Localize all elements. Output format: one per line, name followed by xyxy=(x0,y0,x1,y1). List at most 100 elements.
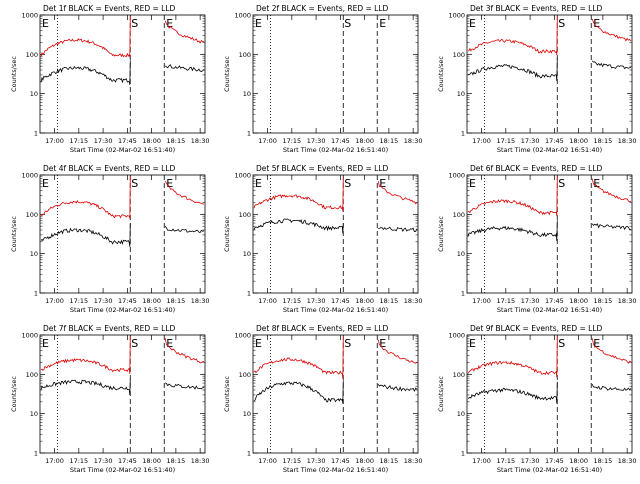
x-tick-label: 17:15 xyxy=(282,297,301,305)
plot-frame xyxy=(466,334,633,454)
y-axis-label: Counts/sec xyxy=(437,376,445,412)
plot-frame xyxy=(466,14,633,134)
x-tick-label: 17:30 xyxy=(521,457,540,465)
marker-label-s: S xyxy=(344,337,351,350)
lld-series-line xyxy=(467,15,632,56)
x-tick-label: 17:15 xyxy=(496,457,515,465)
y-tick-label: 10 xyxy=(30,410,38,418)
y-tick-label: 100 xyxy=(26,51,38,59)
x-tick-label: 17:00 xyxy=(258,297,277,305)
x-tick-label: 17:00 xyxy=(472,137,491,145)
marker-label-s: S xyxy=(131,337,138,350)
x-tick-label: 17:15 xyxy=(69,137,88,145)
plot-frame xyxy=(252,174,419,294)
panel-title: Det 6f BLACK = Events, RED = LLD xyxy=(470,164,603,173)
x-tick-label: 17:00 xyxy=(472,457,491,465)
x-tick-label: 17:30 xyxy=(521,297,540,305)
y-tick-label: 1000 xyxy=(21,12,38,20)
x-axis-label: Start Time (02-Mar-02 16:51:40) xyxy=(283,146,388,154)
plot-frame xyxy=(39,174,206,294)
y-tick-label: 10 xyxy=(457,90,465,98)
marker-label-e-start: E xyxy=(469,177,476,190)
marker-label-e-start: E xyxy=(255,177,262,190)
y-tick-label: 10 xyxy=(457,250,465,258)
x-tick-label: 18:00 xyxy=(569,297,588,305)
x-tick-label: 18:15 xyxy=(380,457,399,465)
marker-label-s: S xyxy=(131,177,138,190)
y-axis-label: Counts/sec xyxy=(10,56,18,92)
y-axis-label: Counts/sec xyxy=(10,376,18,412)
events-series-line xyxy=(467,58,632,82)
x-tick-label: 17:45 xyxy=(545,297,564,305)
x-tick-label: 18:15 xyxy=(167,457,186,465)
panel-title: Det 7f BLACK = Events, RED = LLD xyxy=(43,324,176,333)
x-tick-label: 17:00 xyxy=(258,457,277,465)
plot-frame xyxy=(252,334,419,454)
x-tick-label: 18:30 xyxy=(191,137,210,145)
y-tick-label: 100 xyxy=(26,371,38,379)
y-tick-label: 10 xyxy=(243,250,251,258)
marker-label-s: S xyxy=(344,177,351,190)
x-tick-label: 17:30 xyxy=(307,297,326,305)
marker-label-e-start: E xyxy=(42,177,49,190)
x-tick-label: 17:45 xyxy=(331,137,350,145)
lld-series-line xyxy=(467,175,632,217)
plot-frame xyxy=(39,334,206,454)
marker-label-e-start: E xyxy=(469,17,476,30)
events-series-line xyxy=(40,60,205,85)
x-tick-label: 17:45 xyxy=(545,457,564,465)
y-tick-label: 1 xyxy=(34,450,38,458)
marker-label-e: E xyxy=(593,177,600,190)
y-tick-label: 100 xyxy=(453,371,465,379)
y-axis-label: Counts/sec xyxy=(223,56,231,92)
lld-series-line xyxy=(40,335,205,375)
marker-label-e: E xyxy=(379,17,386,30)
lld-series-line xyxy=(253,177,418,212)
marker-label-e-start: E xyxy=(255,337,262,350)
lld-series-line xyxy=(467,335,632,378)
marker-label-e: E xyxy=(379,177,386,190)
x-tick-label: 17:45 xyxy=(331,457,350,465)
y-axis-label: Counts/sec xyxy=(223,376,231,412)
y-tick-label: 1 xyxy=(247,290,251,298)
x-tick-label: 18:30 xyxy=(404,137,423,145)
y-tick-label: 1 xyxy=(461,130,465,138)
marker-label-s: S xyxy=(558,337,565,350)
x-tick-label: 18:30 xyxy=(618,297,637,305)
panel-title: Det 4f BLACK = Events, RED = LLD xyxy=(43,164,176,173)
x-axis-label: Start Time (02-Mar-02 16:51:40) xyxy=(283,466,388,474)
y-axis-label: Counts/sec xyxy=(437,216,445,252)
y-tick-label: 1000 xyxy=(448,172,465,180)
y-tick-label: 1 xyxy=(34,290,38,298)
x-tick-label: 18:15 xyxy=(167,297,186,305)
marker-label-e: E xyxy=(379,337,386,350)
x-axis-label: Start Time (02-Mar-02 16:51:40) xyxy=(497,466,602,474)
events-series-line xyxy=(467,220,632,242)
y-tick-label: 10 xyxy=(457,410,465,418)
marker-label-e-start: E xyxy=(42,17,49,30)
y-tick-label: 1 xyxy=(247,450,251,458)
marker-label-e: E xyxy=(593,337,600,350)
x-tick-label: 18:00 xyxy=(142,137,161,145)
x-axis-label: Start Time (02-Mar-02 16:51:40) xyxy=(70,466,175,474)
events-series-line xyxy=(253,380,418,404)
y-tick-label: 10 xyxy=(30,90,38,98)
x-tick-label: 18:15 xyxy=(380,297,399,305)
panel-title: Det 3f BLACK = Events, RED = LLD xyxy=(470,4,603,13)
x-tick-label: 17:00 xyxy=(258,137,277,145)
x-tick-label: 17:45 xyxy=(331,297,350,305)
y-tick-label: 1000 xyxy=(448,332,465,340)
x-tick-label: 18:30 xyxy=(618,137,637,145)
events-series-line xyxy=(40,223,205,247)
panel-title: Det 5f BLACK = Events, RED = LLD xyxy=(256,164,389,173)
y-tick-label: 1 xyxy=(461,290,465,298)
y-axis-label: Counts/sec xyxy=(437,56,445,92)
x-axis-label: Start Time (02-Mar-02 16:51:40) xyxy=(70,306,175,314)
events-series-line xyxy=(40,379,205,395)
events-series-line xyxy=(253,218,418,234)
x-axis-label: Start Time (02-Mar-02 16:51:40) xyxy=(70,146,175,154)
x-tick-label: 18:30 xyxy=(191,297,210,305)
x-tick-label: 18:00 xyxy=(355,297,374,305)
plot-frame xyxy=(252,14,419,134)
